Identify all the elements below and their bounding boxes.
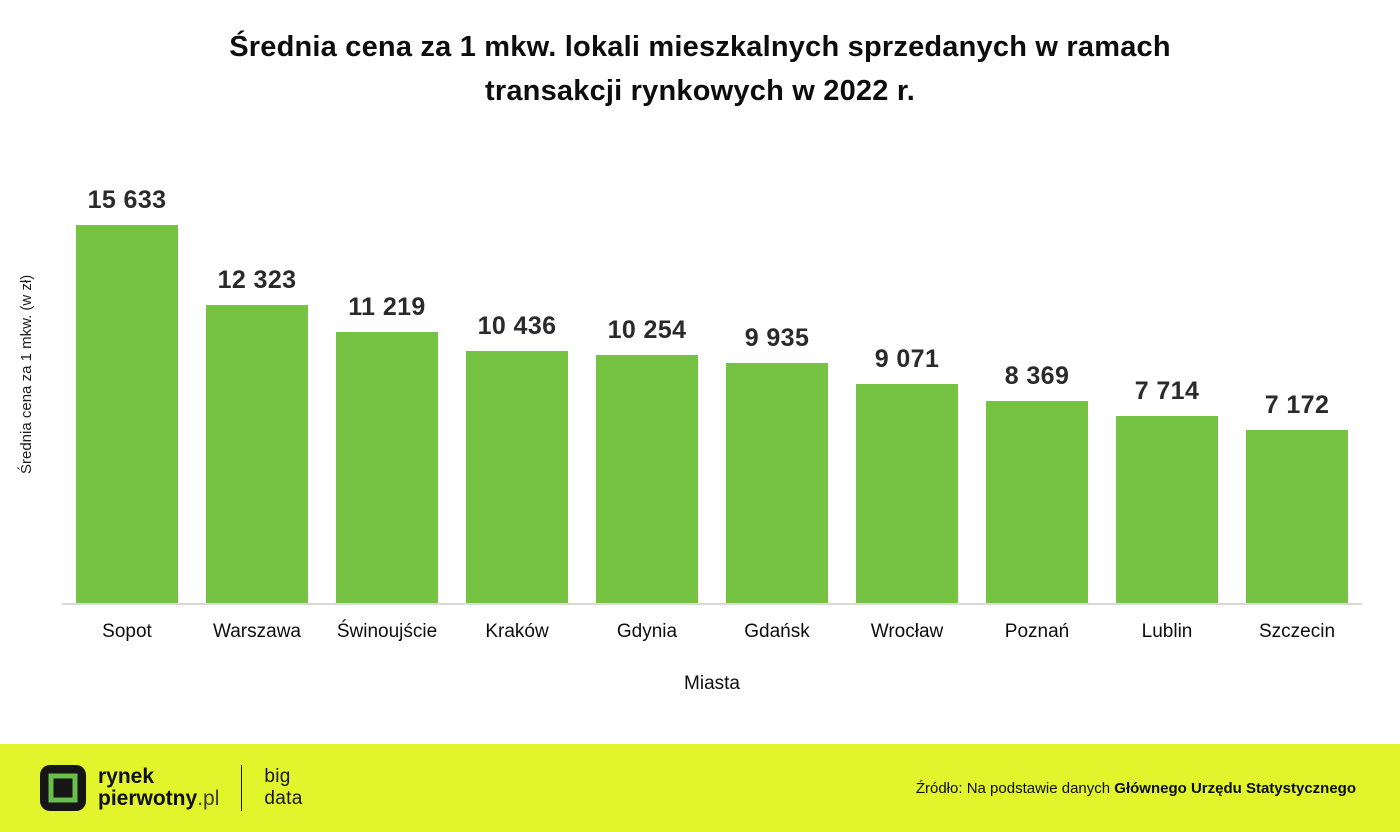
x-tick-label: Warszawa xyxy=(213,621,301,642)
x-tick-label: Szczecin xyxy=(1258,621,1336,642)
bar xyxy=(596,355,698,603)
bar-column: 10 254 xyxy=(582,316,712,603)
source-text: Źródło: Na podstawie danych Głównego Urz… xyxy=(916,780,1356,797)
bar-value-label: 15 633 xyxy=(87,186,167,214)
brand-line-2: pierwotny.pl xyxy=(98,787,220,810)
x-tick-label: Wrocław xyxy=(870,621,944,642)
bar xyxy=(856,384,958,603)
x-tick-label: Gdynia xyxy=(616,621,678,642)
bar-column: 11 219 xyxy=(322,293,452,603)
brand-tld: .pl xyxy=(197,787,220,810)
bar-value-label: 10 436 xyxy=(477,312,557,340)
bar-column: 10 436 xyxy=(452,312,582,603)
bar xyxy=(466,351,568,603)
bigdata-line-2: data xyxy=(264,788,303,809)
source-prefix: Źródło: Na podstawie danych xyxy=(915,779,1115,797)
plot-area: 15 633 12 323 11 219 10 436 10 254 9 935 9 071… xyxy=(62,143,1362,605)
brand-line-1: rynek xyxy=(98,764,155,788)
chart-title: Średnia cena za 1 mkw. lokali mieszkalny… xyxy=(229,31,1171,107)
bar xyxy=(336,332,438,603)
footer: rynek pierwotny.pl big data Źródło: Na p… xyxy=(0,744,1400,832)
bar-column: 7 714 xyxy=(1102,377,1232,603)
bar-value-label: 8 369 xyxy=(1004,362,1070,390)
bar-value-label: 7 172 xyxy=(1264,391,1330,419)
x-tick-label: Gdańsk xyxy=(744,621,810,642)
bar-value-label: 9 071 xyxy=(874,345,940,373)
x-axis-label: Miasta xyxy=(684,673,740,694)
bar-column: 9 935 xyxy=(712,324,842,603)
x-tick-label: Kraków xyxy=(485,621,549,642)
bar-column: 8 369 xyxy=(972,362,1102,603)
bar-chart: Średnia cena za 1 mkw. (w zł) 15 633 12 3… xyxy=(18,143,1362,695)
bar-column: 12 323 xyxy=(192,266,322,603)
bar xyxy=(726,363,828,603)
bar-column: 15 633 xyxy=(62,186,192,603)
bar xyxy=(206,305,308,603)
bar xyxy=(1246,430,1348,603)
x-axis-ticks: Sopot Warszawa Świnoujście Kraków Gdynia Gdań… xyxy=(62,621,1362,643)
bar xyxy=(986,401,1088,603)
brand-name-bold: pierwotny xyxy=(98,787,198,810)
footer-branding: rynek pierwotny.pl big data xyxy=(40,765,303,811)
x-tick-label: Świnoujście xyxy=(336,621,438,642)
rynekpierwotny-logo-icon xyxy=(40,765,86,811)
y-axis-label: Średnia cena za 1 mkw. (w zł) xyxy=(18,274,35,474)
bar-value-label: 12 323 xyxy=(217,266,297,294)
bar-value-label: 7 714 xyxy=(1134,377,1200,405)
x-tick-label: Poznań xyxy=(1004,621,1070,642)
x-tick-label: Sopot xyxy=(102,621,152,642)
bar xyxy=(1116,416,1218,603)
bar-value-label: 10 254 xyxy=(607,316,687,344)
bigdata-line-1: big xyxy=(264,766,291,788)
x-tick-label: Lublin xyxy=(1141,621,1193,642)
source-bold: Głównego Urzędu Statystycznego xyxy=(1114,779,1356,797)
logo-divider xyxy=(241,765,243,811)
bar-value-label: 9 935 xyxy=(744,324,810,352)
brand-wordmark: rynek pierwotny.pl xyxy=(98,764,220,810)
bigdata-label: big data xyxy=(264,766,302,810)
bar xyxy=(76,225,178,603)
bar-value-label: 11 219 xyxy=(348,293,426,321)
bar-column: 7 172 xyxy=(1232,391,1362,603)
bar-column: 9 071 xyxy=(842,345,972,603)
